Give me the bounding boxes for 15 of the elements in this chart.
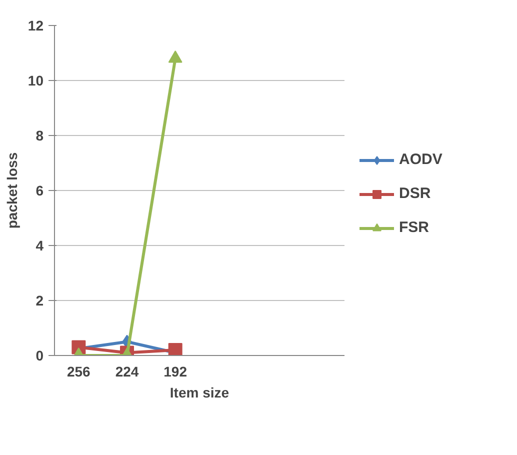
- legend-label: FSR: [399, 219, 429, 236]
- x-axis-title: Item size: [170, 384, 230, 400]
- legend-label: DSR: [399, 185, 431, 202]
- y-tick-label: 8: [36, 128, 44, 144]
- y-tick-label: 12: [28, 18, 44, 34]
- y-tick-label: 6: [36, 182, 44, 198]
- x-tick-label: 192: [164, 364, 188, 380]
- x-tick-label: 256: [66, 364, 91, 380]
- x-tick-label: 224: [115, 364, 139, 380]
- legend-label: AODV: [399, 151, 442, 168]
- y-tick-label: 2: [36, 292, 44, 308]
- y-tick-label: 0: [36, 348, 44, 364]
- y-axis-title: packet loss: [4, 152, 20, 229]
- y-tick-label: 4: [36, 238, 44, 254]
- y-tick-label: 10: [28, 72, 44, 88]
